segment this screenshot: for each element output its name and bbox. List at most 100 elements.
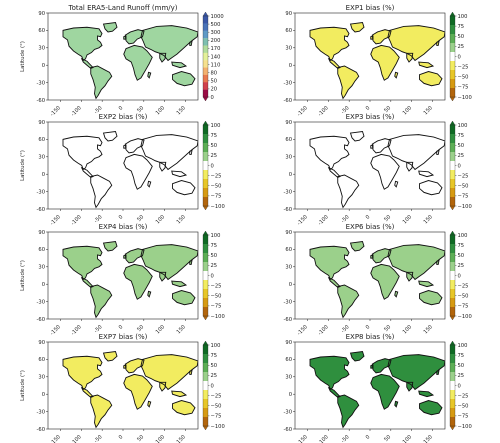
colorbar-tick-label: 170 xyxy=(211,46,221,52)
colorbar-tick-label: 50 xyxy=(458,253,465,259)
y-tick-label: 30 xyxy=(285,265,292,271)
colorbar-tick-label: 0 xyxy=(211,163,214,169)
colorbar-tick-label: −50 xyxy=(458,294,469,300)
x-tick-label: 100 xyxy=(402,214,413,225)
y-tick-label: 60 xyxy=(38,357,45,363)
x-tick-label: -50 xyxy=(340,105,350,115)
colorbar-tick-label: 50 xyxy=(458,34,465,40)
y-tick-label: 90 xyxy=(38,230,45,236)
x-tick-label: -100 xyxy=(317,105,330,118)
y-tick-label: 60 xyxy=(38,28,45,34)
x-tick-label: 0 xyxy=(118,434,125,441)
panel-exp2: EXP2 bias (%) 90 60 30 0 -30 -60 -150 -100 -50 0 50… xyxy=(20,113,225,227)
x-tick-label: -100 xyxy=(317,214,330,227)
colorbar-tick-label: 75 xyxy=(458,133,465,139)
panel-title: EXP8 bias (%) xyxy=(346,333,395,341)
x-tick-label: -150 xyxy=(296,324,309,337)
y-tick-label: 30 xyxy=(38,155,45,161)
x-tick-label: 50 xyxy=(383,214,392,223)
colorbar-tick-label: −75 xyxy=(211,414,222,420)
x-tick-label: 150 xyxy=(176,434,187,443)
y-tick-label: 90 xyxy=(38,11,45,17)
colorbar-tick-label: 50 xyxy=(211,143,218,149)
colorbar-tick-label: 0 xyxy=(458,54,461,60)
y-tick-label: 60 xyxy=(285,137,292,143)
y-tick-label: -60 xyxy=(37,207,45,213)
panel-title: EXP2 bias (%) xyxy=(99,113,148,121)
colorbar-tick-label: −100 xyxy=(211,314,225,320)
x-tick-label: 0 xyxy=(365,324,372,331)
x-tick-label: -100 xyxy=(70,324,83,337)
x-tick-label: -100 xyxy=(70,105,83,118)
x-tick-label: -50 xyxy=(340,324,350,334)
colorbar-tick-label: 100 xyxy=(211,343,221,349)
colorbar-tick-label: 75 xyxy=(458,353,465,359)
x-tick-label: -150 xyxy=(296,105,309,118)
y-tick-label: 60 xyxy=(38,137,45,143)
x-tick-label: 150 xyxy=(423,214,434,225)
y-axis-label: Latitude (°) xyxy=(20,370,26,401)
x-tick-label: -100 xyxy=(317,324,330,337)
colorbar-tick-label: 300 xyxy=(211,30,221,36)
y-tick-label: 0 xyxy=(289,392,292,398)
x-tick-label: 150 xyxy=(176,324,187,335)
colorbar-tick-label: −100 xyxy=(458,204,472,210)
colorbar-tick-label: 200 xyxy=(211,38,221,44)
x-tick-label: 50 xyxy=(136,214,145,223)
colorbar-tick-label: 75 xyxy=(211,133,218,139)
y-tick-label: 0 xyxy=(42,392,45,398)
y-tick-label: 90 xyxy=(285,340,292,346)
colorbar-tick-label: 25 xyxy=(458,44,465,50)
colorbar-tick-label: −25 xyxy=(211,393,222,399)
y-tick-label: 0 xyxy=(42,63,45,69)
y-tick-label: -30 xyxy=(284,409,292,415)
y-tick-label: 90 xyxy=(38,340,45,346)
x-tick-label: 100 xyxy=(402,434,413,443)
x-tick-label: -150 xyxy=(49,434,62,443)
colorbar-tick-label: 1000 xyxy=(211,14,224,20)
x-tick-label: -50 xyxy=(93,105,103,115)
colorbar-tick-label: 50 xyxy=(211,363,218,369)
colorbar-tick-label: 0 xyxy=(458,163,461,169)
x-tick-label: 50 xyxy=(383,324,392,333)
x-tick-label: -100 xyxy=(317,434,330,443)
colorbar-tick-label: 50 xyxy=(458,143,465,149)
x-tick-label: -50 xyxy=(340,434,350,443)
y-axis-label: Latitude (°) xyxy=(20,150,26,181)
y-tick-label: -60 xyxy=(284,317,292,323)
panel-exp6: EXP6 bias (%) 90 60 30 0 -30 -60 -150 -100 -50 0 50… xyxy=(284,223,472,337)
colorbar-tick-label: 75 xyxy=(211,243,218,249)
y-tick-label: -60 xyxy=(37,98,45,104)
y-tick-label: -30 xyxy=(284,189,292,195)
colorbar-tick-label: 0 xyxy=(458,273,461,279)
panel-title: EXP3 bias (%) xyxy=(346,113,395,121)
x-tick-label: 150 xyxy=(176,214,187,225)
colorbar-tick-label: 25 xyxy=(458,263,465,269)
y-tick-label: 30 xyxy=(285,46,292,52)
x-tick-label: 0 xyxy=(118,105,125,112)
x-tick-label: 50 xyxy=(136,324,145,333)
colorbar-tick-label: −75 xyxy=(458,194,469,200)
y-tick-label: 90 xyxy=(285,230,292,236)
y-axis-label: Latitude (°) xyxy=(20,41,26,72)
panel-runoff: Total ERA5-Land Runoff (mm/y)9060300-30-… xyxy=(20,4,224,118)
x-tick-label: -100 xyxy=(70,214,83,227)
x-tick-label: 150 xyxy=(423,324,434,335)
x-tick-label: 0 xyxy=(365,434,372,441)
colorbar-tick-label: −50 xyxy=(211,184,222,190)
y-tick-label: -60 xyxy=(284,98,292,104)
y-tick-label: -30 xyxy=(37,299,45,305)
colorbar-tick-label: −100 xyxy=(211,424,225,430)
colorbar-tick-label: −25 xyxy=(458,393,469,399)
y-tick-label: 30 xyxy=(38,375,45,381)
y-tick-label: 30 xyxy=(285,155,292,161)
y-tick-label: -60 xyxy=(284,427,292,433)
colorbar-tick-label: 50 xyxy=(211,253,218,259)
colorbar-tick-label: 100 xyxy=(458,343,468,349)
colorbar: 100 75 50 25 0 −25 −50 −75 −100 xyxy=(449,11,472,102)
colorbar-tick-label: 25 xyxy=(211,153,218,159)
colorbar-tick-label: 100 xyxy=(211,123,221,129)
panel-title: EXP6 bias (%) xyxy=(346,223,395,231)
colorbar-tick-label: 0 xyxy=(458,383,461,389)
